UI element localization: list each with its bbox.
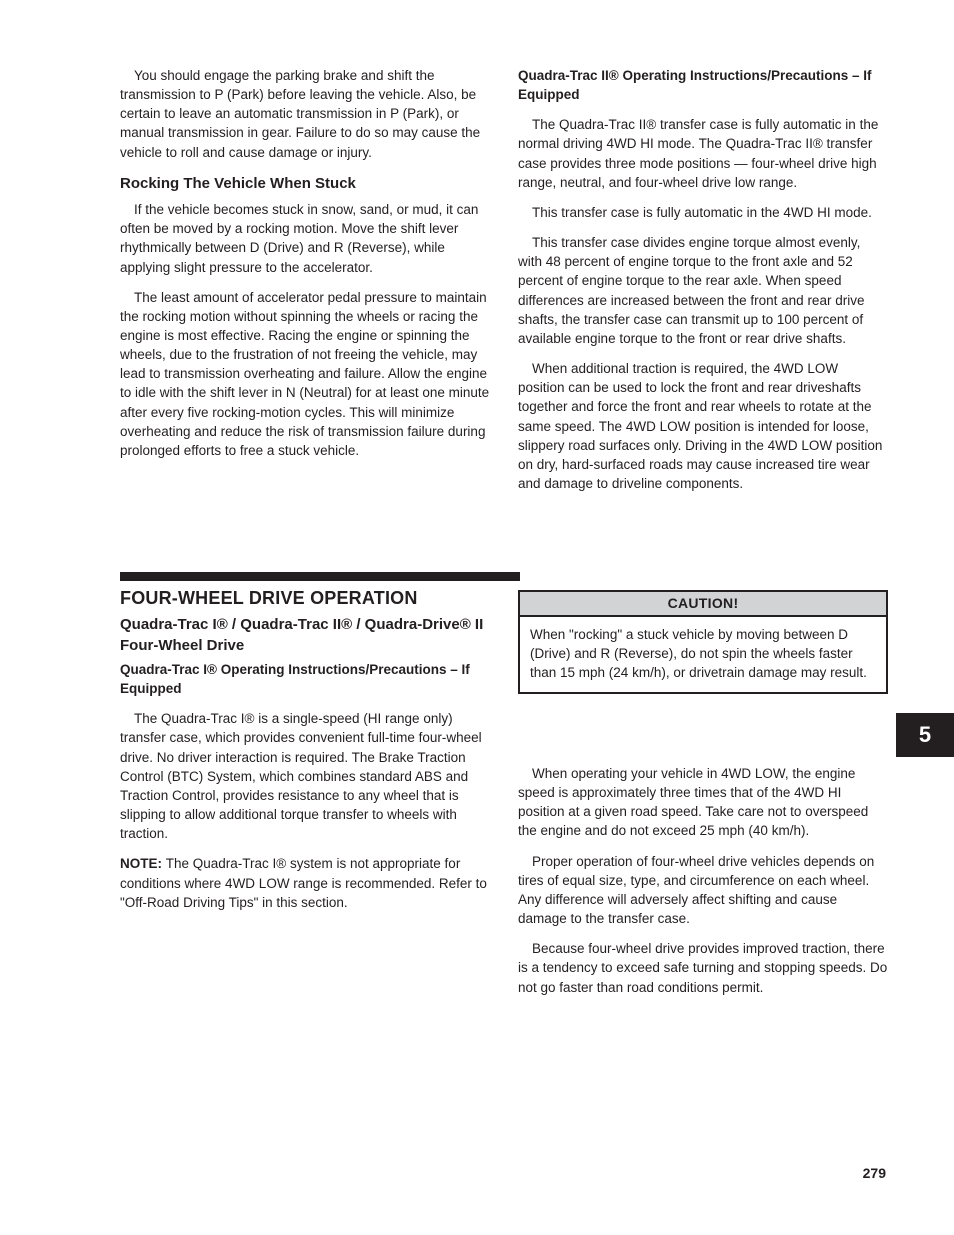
paragraph: The Quadra-Trac II® transfer case is ful… xyxy=(518,115,888,192)
paragraph: The least amount of accelerator pedal pr… xyxy=(120,288,490,460)
note-text: The Quadra-Trac I® system is not appropr… xyxy=(120,856,487,909)
section-tab: 5 xyxy=(896,713,954,757)
paragraph: You should engage the parking brake and … xyxy=(120,66,490,162)
section-divider-rule xyxy=(120,572,520,581)
section-tab-number: 5 xyxy=(919,722,931,748)
paragraph: This transfer case is fully automatic in… xyxy=(518,203,888,222)
subheading-rocking: Rocking The Vehicle When Stuck xyxy=(120,173,490,194)
caution-box: CAUTION! When "rocking" a stuck vehicle … xyxy=(518,590,888,694)
caution-header: CAUTION! xyxy=(520,592,886,617)
subheading-quadra-trac-i: Quadra-Trac I® Operating Instructions/Pr… xyxy=(120,660,490,698)
subheading-quadra-trac-ii: Quadra-Trac II® Operating Instructions/P… xyxy=(518,66,888,104)
section-intro-text: Quadra-Trac I® / Quadra-Trac II® / Quadr… xyxy=(120,614,520,657)
right-column-upper: Quadra-Trac II® Operating Instructions/P… xyxy=(518,66,888,504)
paragraph: When operating your vehicle in 4WD LOW, … xyxy=(518,764,888,841)
page-number: 279 xyxy=(863,1165,886,1181)
caution-body: When "rocking" a stuck vehicle by moving… xyxy=(520,617,886,692)
left-column-upper: You should engage the parking brake and … xyxy=(120,66,490,471)
paragraph: The Quadra-Trac I® is a single-speed (HI… xyxy=(120,709,490,843)
paragraph: If the vehicle becomes stuck in snow, sa… xyxy=(120,200,490,277)
paragraph: Proper operation of four-wheel drive veh… xyxy=(518,852,888,929)
paragraph: This transfer case divides engine torque… xyxy=(518,233,888,348)
note-paragraph: NOTE: The Quadra-Trac I® system is not a… xyxy=(120,854,490,911)
right-column-lower: When operating your vehicle in 4WD LOW, … xyxy=(518,764,888,1008)
paragraph: When additional traction is required, th… xyxy=(518,359,888,493)
paragraph: Because four-wheel drive provides improv… xyxy=(518,939,888,996)
section-title: FOUR-WHEEL DRIVE OPERATION xyxy=(120,588,418,609)
note-label: NOTE: xyxy=(120,856,166,871)
left-column-lower: Quadra-Trac I® Operating Instructions/Pr… xyxy=(120,660,490,923)
